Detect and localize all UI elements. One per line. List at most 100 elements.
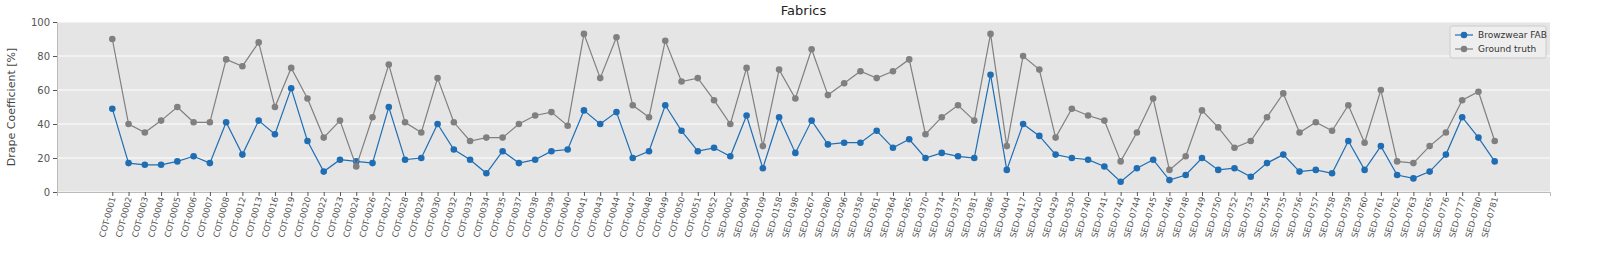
series-point (646, 114, 653, 121)
x-tick-mark (421, 192, 422, 196)
x-tick-mark (389, 192, 390, 196)
series-point (142, 162, 149, 169)
series-point (678, 78, 685, 85)
x-tick-mark (714, 192, 715, 196)
x-tick-mark (1007, 192, 1008, 196)
series-point (711, 97, 718, 104)
series-point (1215, 167, 1222, 174)
y-tick: 60 (37, 85, 57, 96)
series-point (890, 145, 897, 152)
y-tick-label: 40 (37, 119, 50, 130)
series-point (1296, 129, 1303, 136)
legend-box (1450, 26, 1546, 58)
series-point (125, 121, 132, 128)
series-point (385, 61, 392, 68)
series-point (597, 75, 604, 82)
y-tick-mark (53, 158, 57, 159)
series-point (1134, 165, 1141, 172)
x-tick-mark (909, 192, 910, 196)
series-point (548, 148, 555, 155)
series-point (1020, 53, 1027, 60)
series-point (207, 119, 214, 126)
series-point (1394, 158, 1401, 165)
series-point (142, 129, 149, 136)
x-tick-mark (877, 192, 878, 196)
x-tick-mark (1300, 192, 1301, 196)
series-point (629, 102, 636, 109)
series-point (1101, 163, 1108, 170)
series-point (613, 34, 620, 41)
series-point (1182, 153, 1189, 160)
title: Fabrics (781, 3, 827, 18)
series-point (1426, 168, 1433, 175)
series-point (564, 122, 571, 129)
x-tick-mark (1202, 192, 1203, 196)
series-point (808, 46, 815, 53)
series-point (288, 85, 295, 92)
x-tick-mark (275, 192, 276, 196)
series-point (581, 107, 588, 114)
y-tick-mark (53, 90, 57, 91)
x-tick-mark (1413, 192, 1414, 196)
x-tick-mark (1039, 192, 1040, 196)
x-tick-mark (1234, 192, 1235, 196)
x-tick-mark (1495, 192, 1496, 196)
series-point (581, 31, 588, 38)
x-tick-mark (551, 192, 552, 196)
x-tick-mark (1397, 192, 1398, 196)
series-point (727, 121, 734, 128)
legend: Browzwear FABGround truth (1450, 26, 1547, 58)
x-tick-mark (730, 192, 731, 196)
series-point (516, 160, 523, 167)
x-tick-mark (747, 192, 748, 196)
x-tick-mark (860, 192, 861, 196)
y-tick-label: 60 (37, 85, 50, 96)
series-point (516, 121, 523, 128)
x-tick-mark (616, 192, 617, 196)
x-tick-mark (1478, 192, 1479, 196)
x-tick-mark (1462, 192, 1463, 196)
series-point (190, 153, 197, 160)
series-point (564, 146, 571, 153)
x-tick-mark (568, 192, 569, 196)
series-point (1443, 151, 1450, 158)
x-tick-mark (259, 192, 260, 196)
series-point (239, 63, 246, 70)
series-point (1182, 172, 1189, 179)
series-point (483, 134, 490, 141)
series-point (1117, 179, 1124, 186)
x-tick-mark (112, 192, 113, 196)
series-point (272, 104, 279, 111)
series-point (1150, 95, 1157, 102)
series-point (1134, 129, 1141, 136)
x-tick-mark (177, 192, 178, 196)
series-point (1475, 134, 1482, 141)
x-tick-mark (1332, 192, 1333, 196)
series (109, 71, 1498, 185)
x-tick-mark (194, 192, 195, 196)
y-tick-mark (53, 124, 57, 125)
series-point (109, 36, 116, 43)
x-tick-mark (145, 192, 146, 196)
x-tick-mark (503, 192, 504, 196)
chart: 020406080100COT-0001COT-0002COT-0003COT-… (0, 0, 1600, 255)
grid-line (57, 22, 1550, 23)
series-point (694, 148, 701, 155)
series-point (1313, 167, 1320, 174)
series-point (743, 112, 750, 119)
x-tick-mark (535, 192, 536, 196)
series-point (320, 134, 327, 141)
series-point (190, 119, 197, 126)
grid-line (57, 124, 1550, 125)
x-tick-mark (974, 192, 975, 196)
x-tick-mark (649, 192, 650, 196)
series-point (841, 139, 848, 146)
x-tick-label: SED-0781 (1479, 196, 1500, 239)
x-axis-line (58, 193, 1551, 197)
series-point (272, 131, 279, 138)
series-point (1313, 119, 1320, 126)
series-point (955, 153, 962, 160)
legend-label: Ground truth (1478, 44, 1536, 54)
x-tick-mark (991, 192, 992, 196)
series-point (1345, 102, 1352, 109)
